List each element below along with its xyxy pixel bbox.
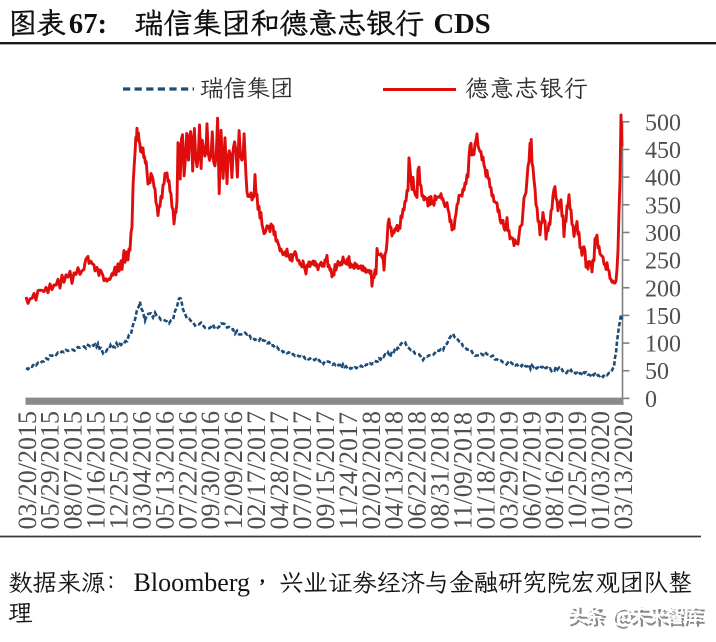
svg-text:05/13/2016: 05/13/2016 <box>150 411 179 529</box>
svg-text:03/29/2019: 03/29/2019 <box>494 411 523 529</box>
svg-text:250: 250 <box>645 249 681 275</box>
svg-text:03/13/2020: 03/13/2020 <box>609 411 638 529</box>
svg-text:07/22/2016: 07/22/2016 <box>173 411 202 529</box>
svg-text:CDS: CDS <box>434 9 491 40</box>
svg-text:350: 350 <box>645 193 681 219</box>
svg-text:02/17/2017: 02/17/2017 <box>242 411 271 529</box>
svg-text:08/16/2019: 08/16/2019 <box>540 411 569 529</box>
svg-text:10/25/2019: 10/25/2019 <box>563 411 592 529</box>
svg-text:08/31/2018: 08/31/2018 <box>426 411 455 529</box>
svg-text:05/29/2015: 05/29/2015 <box>36 411 65 529</box>
svg-text:400: 400 <box>645 166 681 192</box>
svg-text:300: 300 <box>645 221 681 247</box>
svg-text:01/03/2020: 01/03/2020 <box>586 411 615 529</box>
svg-text:08/07/2015: 08/07/2015 <box>59 411 88 529</box>
svg-text:04/13/2018: 04/13/2018 <box>380 411 409 529</box>
svg-text:Bloomberg: Bloomberg <box>134 568 251 597</box>
svg-text:11/09/2018: 11/09/2018 <box>448 412 477 529</box>
svg-text:50: 50 <box>645 359 669 385</box>
svg-text:06/07/2019: 06/07/2019 <box>517 411 546 529</box>
svg-text:11/24/2017: 11/24/2017 <box>334 412 363 529</box>
svg-text:67:: 67: <box>69 9 107 40</box>
svg-text:03/04/2016: 03/04/2016 <box>127 411 156 529</box>
svg-text:02/02/2018: 02/02/2018 <box>357 411 386 529</box>
svg-text:03/20/2015: 03/20/2015 <box>13 411 42 529</box>
svg-text:450: 450 <box>645 138 681 164</box>
svg-text:07/07/2017: 07/07/2017 <box>288 411 317 529</box>
svg-text:10/16/2015: 10/16/2015 <box>82 411 111 529</box>
svg-text:100: 100 <box>645 332 681 358</box>
svg-text:150: 150 <box>645 304 681 330</box>
svg-text:09/15/2017: 09/15/2017 <box>311 411 340 529</box>
svg-text:09/30/2016: 09/30/2016 <box>196 411 225 529</box>
svg-text:500: 500 <box>645 110 681 136</box>
svg-text:0: 0 <box>645 387 657 413</box>
svg-text:200: 200 <box>645 276 681 302</box>
svg-text:12/09/2016: 12/09/2016 <box>219 411 248 529</box>
svg-text:04/28/2017: 04/28/2017 <box>265 411 294 529</box>
svg-text:01/18/2019: 01/18/2019 <box>471 411 500 529</box>
svg-text:12/25/2015: 12/25/2015 <box>105 411 134 529</box>
svg-text:06/22/2018: 06/22/2018 <box>403 411 432 529</box>
